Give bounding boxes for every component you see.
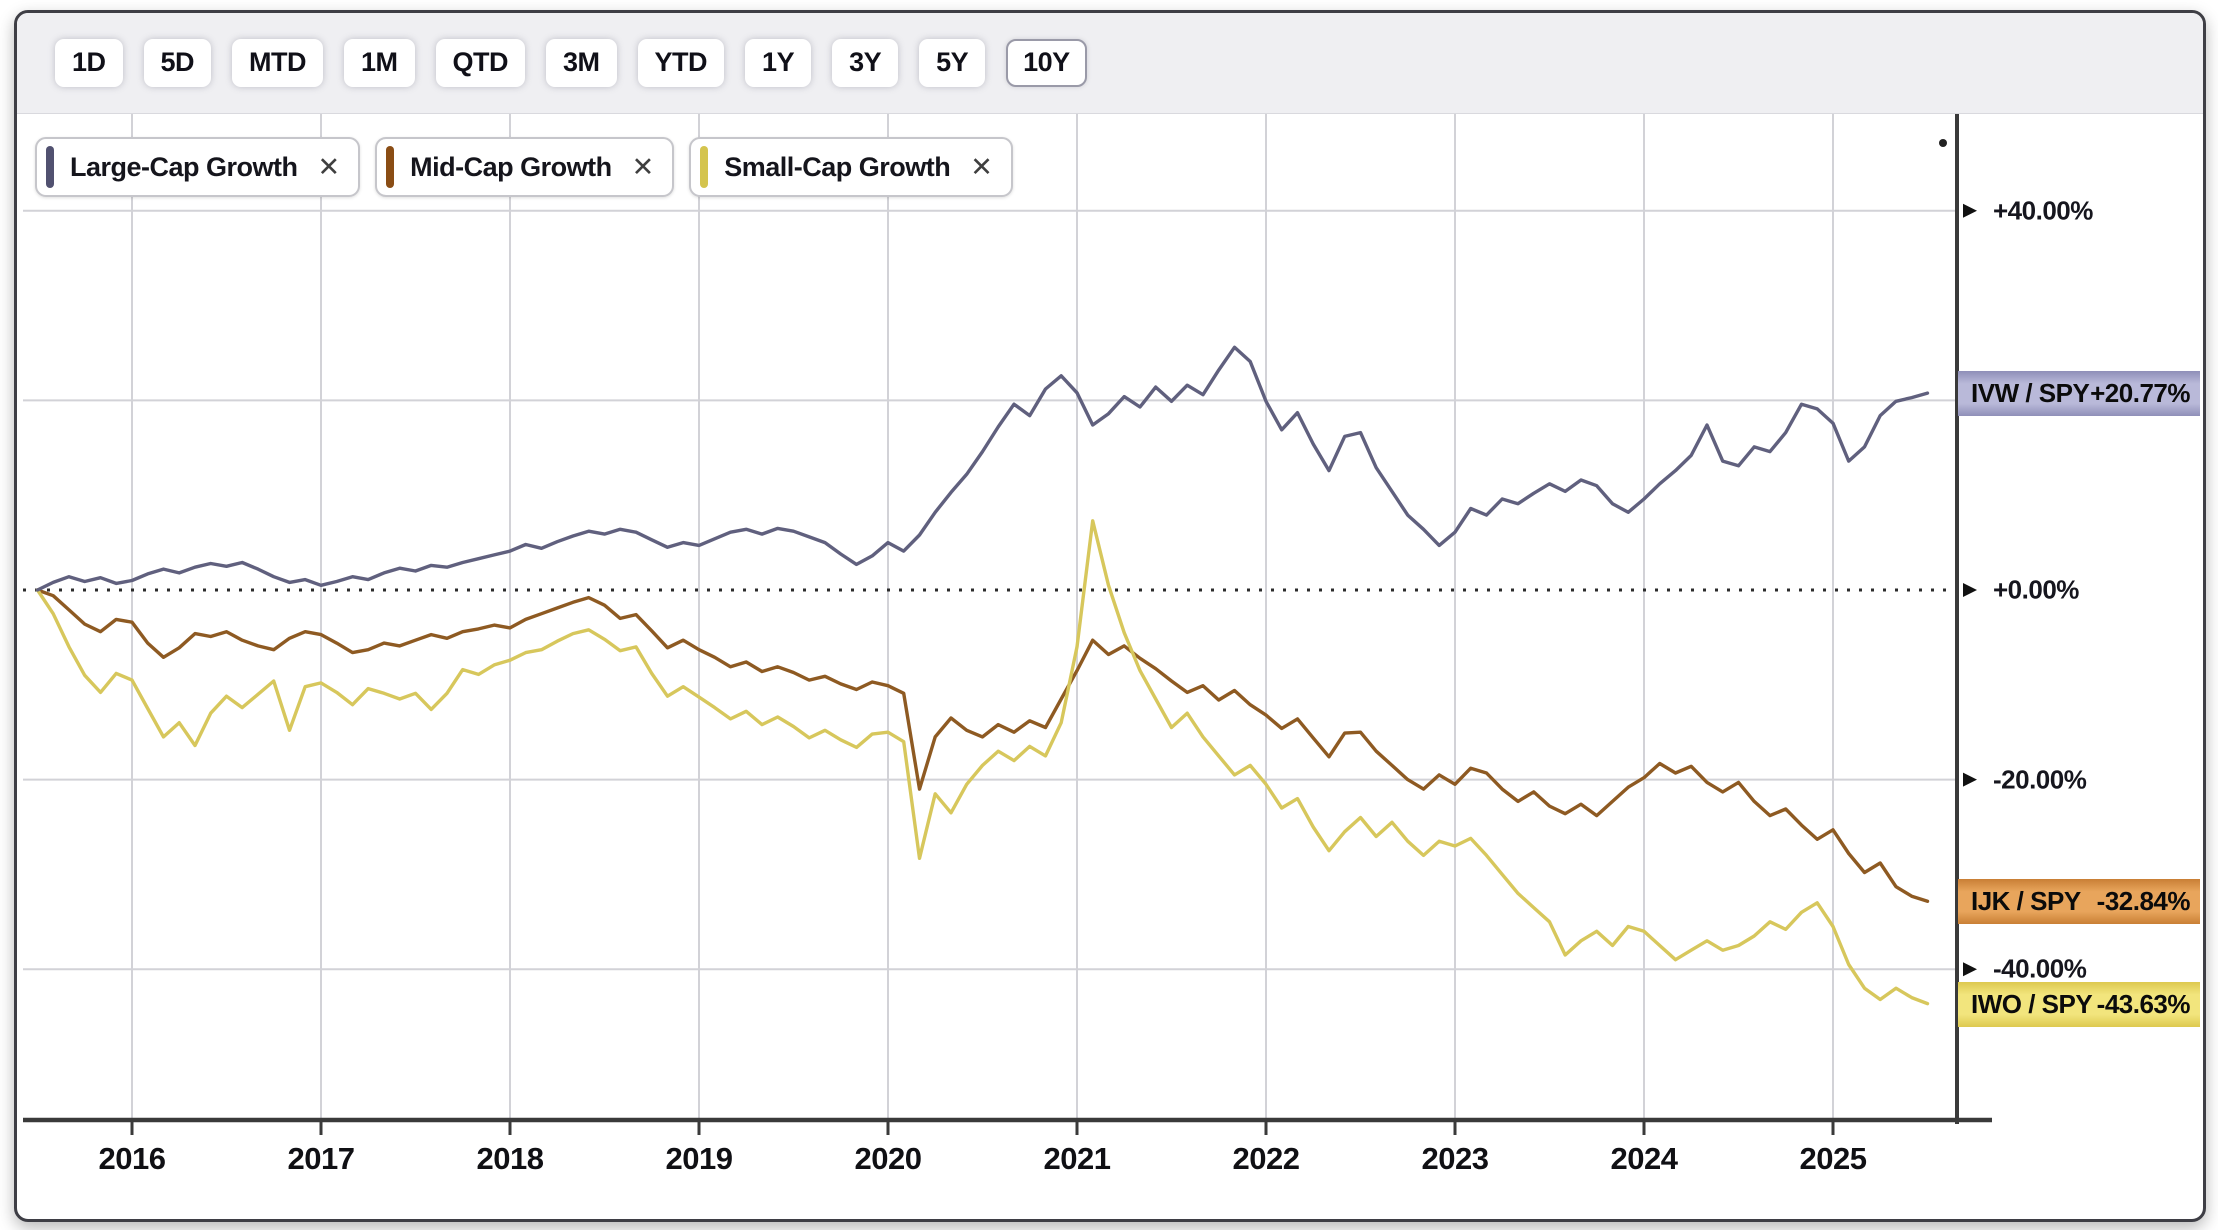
- x-tick-label-2022: 2022: [1232, 1141, 1300, 1176]
- y-tick-label: -20.00%: [1993, 764, 2087, 795]
- series-color-bar: [700, 146, 709, 188]
- y-tick-arrow-icon: [1963, 203, 1977, 218]
- y-tick-arrow-icon: [1963, 962, 1977, 977]
- y-tick-label: -40.00%: [1993, 953, 2087, 984]
- series-value-label-ijk-spy: IJK / SPY -32.84%: [1958, 879, 2200, 925]
- plot-corner-dot: [1939, 139, 1947, 147]
- legend-chip-small-cap-growth[interactable]: Small-Cap Growth ✕: [689, 137, 1013, 197]
- remove-series-icon[interactable]: ✕: [631, 151, 655, 182]
- legend-chip-label: Small-Cap Growth: [724, 151, 951, 182]
- series-pair-text: IVW / SPY: [1971, 378, 2090, 409]
- time-range-toolbar: 1D 5D MTD 1M QTD 3M YTD 1Y 3Y 5Y 10Y: [17, 13, 2203, 114]
- chart-widget: 1D 5D MTD 1M QTD 3M YTD 1Y 3Y 5Y 10Y Large-Cap Gro…: [14, 10, 2206, 1222]
- legend-chip-mid-cap-growth[interactable]: Mid-Cap Growth ✕: [375, 137, 675, 197]
- series-change-text: +20.77%: [2090, 378, 2190, 409]
- series-color-bar: [46, 146, 54, 188]
- x-tick-label-2024: 2024: [1610, 1141, 1678, 1176]
- series-line-ivw-spy: [35, 345, 1930, 592]
- legend-chip-label: Mid-Cap Growth: [410, 151, 612, 182]
- y-tick-label: +40.00%: [1993, 195, 2093, 226]
- range-button-5y[interactable]: 5Y: [919, 39, 986, 87]
- range-button-5d[interactable]: 5D: [143, 39, 212, 87]
- x-tick-label-2025: 2025: [1799, 1141, 1867, 1176]
- range-button-1m[interactable]: 1M: [344, 39, 415, 87]
- range-button-3m[interactable]: 3M: [546, 39, 617, 87]
- remove-series-icon[interactable]: ✕: [317, 151, 341, 182]
- x-tick-label-2023: 2023: [1421, 1141, 1489, 1176]
- range-button-1y[interactable]: 1Y: [745, 39, 812, 87]
- series-line-iwo-spy: [35, 519, 1930, 1006]
- series-pair-text: IWO / SPY: [1971, 988, 2093, 1019]
- series-value-label-iwo-spy: IWO / SPY -43.63%: [1958, 981, 2200, 1027]
- legend-chips: Large-Cap Growth ✕ Mid-Cap Growth ✕ Small-Ca…: [35, 137, 1013, 197]
- series-value-label-ivw-spy: IVW / SPY +20.77%: [1958, 371, 2200, 417]
- range-button-mtd[interactable]: MTD: [232, 39, 324, 87]
- range-button-1d[interactable]: 1D: [55, 39, 123, 87]
- x-tick-label-2019: 2019: [665, 1141, 733, 1176]
- range-button-ytd[interactable]: YTD: [637, 39, 725, 87]
- series-pair-text: IJK / SPY: [1971, 886, 2081, 917]
- series-change-text: -32.84%: [2096, 886, 2191, 917]
- legend-chip-label: Large-Cap Growth: [70, 151, 298, 182]
- x-tick-label-2021: 2021: [1043, 1141, 1111, 1176]
- x-tick-label-2018: 2018: [476, 1141, 544, 1176]
- series-change-text: -43.63%: [2096, 988, 2191, 1019]
- y-tick-label: +0.00%: [1993, 574, 2079, 605]
- series-line-ijk-spy: [35, 588, 1930, 903]
- y-tick-arrow-icon: [1963, 583, 1977, 597]
- y-tick-arrow-icon: [1963, 772, 1977, 787]
- x-tick-label-2016: 2016: [98, 1141, 166, 1176]
- range-button-3y[interactable]: 3Y: [832, 39, 899, 87]
- x-tick-label-2017: 2017: [287, 1141, 355, 1176]
- series-color-bar: [386, 146, 395, 188]
- x-tick-label-2020: 2020: [854, 1141, 922, 1176]
- remove-series-icon[interactable]: ✕: [970, 151, 993, 182]
- range-button-10y[interactable]: 10Y: [1006, 39, 1087, 87]
- performance-chart[interactable]: [17, 13, 2197, 1213]
- legend-chip-large-cap-growth[interactable]: Large-Cap Growth ✕: [35, 137, 361, 197]
- range-button-qtd[interactable]: QTD: [435, 39, 526, 87]
